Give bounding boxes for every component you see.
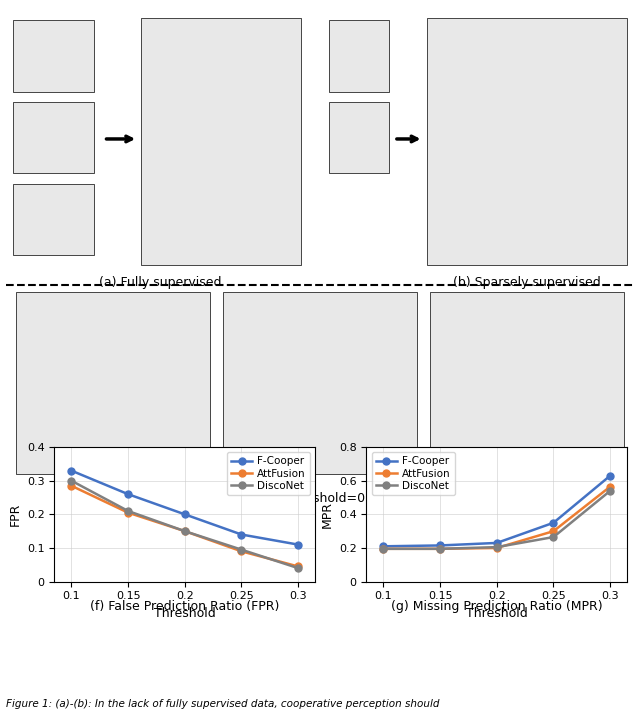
DiscoNet xyxy=(550,533,557,542)
DiscoNet xyxy=(606,486,614,495)
F-Cooper xyxy=(436,541,444,550)
AttFusion xyxy=(380,545,387,553)
F-Cooper xyxy=(550,518,557,527)
Text: (a) Fully supervised: (a) Fully supervised xyxy=(99,276,221,289)
DiscoNet xyxy=(181,527,189,536)
X-axis label: Threshold: Threshold xyxy=(154,607,216,620)
AttFusion xyxy=(237,547,245,555)
F-Cooper xyxy=(124,490,132,499)
F-Cooper xyxy=(237,530,245,539)
AttFusion xyxy=(68,481,76,490)
F-Cooper xyxy=(181,510,189,519)
Line: DiscoNet: DiscoNet xyxy=(380,487,614,553)
DiscoNet xyxy=(380,545,387,553)
AttFusion xyxy=(436,545,444,553)
FancyBboxPatch shape xyxy=(13,184,94,255)
Text: (g) Missing Prediction Ratio (MPR): (g) Missing Prediction Ratio (MPR) xyxy=(391,600,603,613)
FancyBboxPatch shape xyxy=(141,17,301,265)
DiscoNet xyxy=(294,564,302,573)
AttFusion xyxy=(606,482,614,491)
Y-axis label: MPR: MPR xyxy=(321,501,333,528)
Text: (e) Threshold=0.3: (e) Threshold=0.3 xyxy=(470,492,584,505)
FancyBboxPatch shape xyxy=(430,292,624,474)
Y-axis label: FPR: FPR xyxy=(8,502,21,526)
Legend: F-Cooper, AttFusion, DiscoNet: F-Cooper, AttFusion, DiscoNet xyxy=(372,452,454,495)
DiscoNet xyxy=(124,507,132,515)
AttFusion xyxy=(294,562,302,571)
FancyBboxPatch shape xyxy=(13,20,94,92)
DiscoNet xyxy=(68,476,76,485)
FancyBboxPatch shape xyxy=(330,20,389,92)
Text: (b) Sparsely supervised: (b) Sparsely supervised xyxy=(453,276,601,289)
Text: (d) Threshold=0.2: (d) Threshold=0.2 xyxy=(263,492,377,505)
F-Cooper xyxy=(380,542,387,550)
Text: (f) False Prediction Ratio (FPR): (f) False Prediction Ratio (FPR) xyxy=(90,600,280,613)
Text: (c) Threshold=0.1: (c) Threshold=0.1 xyxy=(56,492,170,505)
Line: DiscoNet: DiscoNet xyxy=(68,477,301,571)
Line: F-Cooper: F-Cooper xyxy=(68,467,301,548)
FancyBboxPatch shape xyxy=(427,17,627,265)
DiscoNet xyxy=(436,545,444,553)
FancyBboxPatch shape xyxy=(13,102,94,173)
Legend: F-Cooper, AttFusion, DiscoNet: F-Cooper, AttFusion, DiscoNet xyxy=(227,452,310,495)
DiscoNet xyxy=(237,545,245,554)
AttFusion xyxy=(493,544,500,553)
AttFusion xyxy=(550,527,557,536)
F-Cooper xyxy=(493,539,500,547)
FancyBboxPatch shape xyxy=(330,102,389,173)
F-Cooper xyxy=(294,540,302,549)
Text: Figure 1: (a)-(b): In the lack of fully supervised data, cooperative perception : Figure 1: (a)-(b): In the lack of fully … xyxy=(6,699,440,709)
Line: AttFusion: AttFusion xyxy=(380,483,614,553)
AttFusion xyxy=(124,508,132,517)
Line: AttFusion: AttFusion xyxy=(68,482,301,570)
F-Cooper xyxy=(606,471,614,480)
F-Cooper xyxy=(68,466,76,475)
AttFusion xyxy=(181,527,189,536)
DiscoNet xyxy=(493,543,500,552)
FancyBboxPatch shape xyxy=(223,292,417,474)
X-axis label: Threshold: Threshold xyxy=(466,607,527,620)
FancyBboxPatch shape xyxy=(16,292,211,474)
Line: F-Cooper: F-Cooper xyxy=(380,473,614,550)
